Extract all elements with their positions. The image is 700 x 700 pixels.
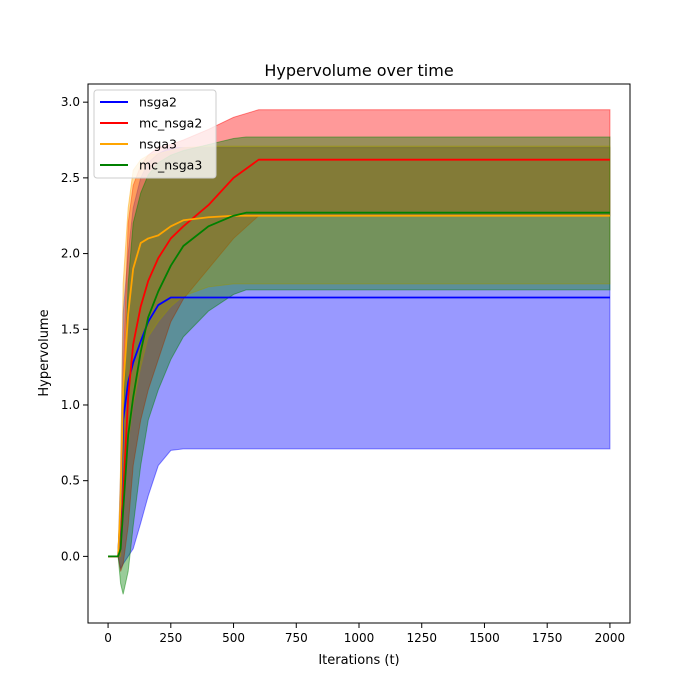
line-mc_nsga3 [108,211,610,558]
x-tick-label: 1750 [532,631,563,645]
y-tick-label: 3.0 [61,95,80,109]
legend-label-mc_nsga3: mc_nsga3 [139,158,202,173]
confidence-bands [108,109,611,595]
x-tick-label: 1000 [344,631,375,645]
y-axis-label: Hypervolume [37,309,52,396]
y-tick-label: 1.0 [61,398,80,412]
y-tick-label: 2.0 [61,247,80,261]
mean-lines [108,158,610,558]
chart-title: Hypervolume over time [264,61,453,80]
x-tick-label: 1250 [406,631,437,645]
x-axis-label: Iterations (t) [318,653,399,668]
line-nsga3 [108,214,610,558]
x-tick-label: 750 [285,631,308,645]
x-tick-label: 500 [222,631,245,645]
legend-label-nsga2: nsga2 [139,95,177,110]
legend-label-mc_nsga2: mc_nsga2 [139,116,202,131]
y-tick-label: 0.0 [61,549,80,563]
y-tick-label: 0.5 [61,474,80,488]
y-axis-ticks: 0.0 0.5 1.0 1.5 2.0 2.5 3.0 [61,95,88,563]
x-tick-label: 1500 [469,631,500,645]
x-tick-label: 250 [159,631,182,645]
x-tick-label: 0 [104,631,112,645]
x-tick-label: 2000 [595,631,626,645]
x-axis-ticks: 0 250 500 750 1000 1250 1500 1750 2000 [104,623,625,645]
legend-label-nsga3: nsga3 [139,137,177,152]
y-tick-label: 1.5 [61,322,80,336]
legend: nsga2 mc_nsga2 nsga3 mc_nsga3 [93,89,217,179]
y-tick-label: 2.5 [61,171,80,185]
legend-box [93,89,217,179]
band-mc_nsga2 [108,109,611,572]
